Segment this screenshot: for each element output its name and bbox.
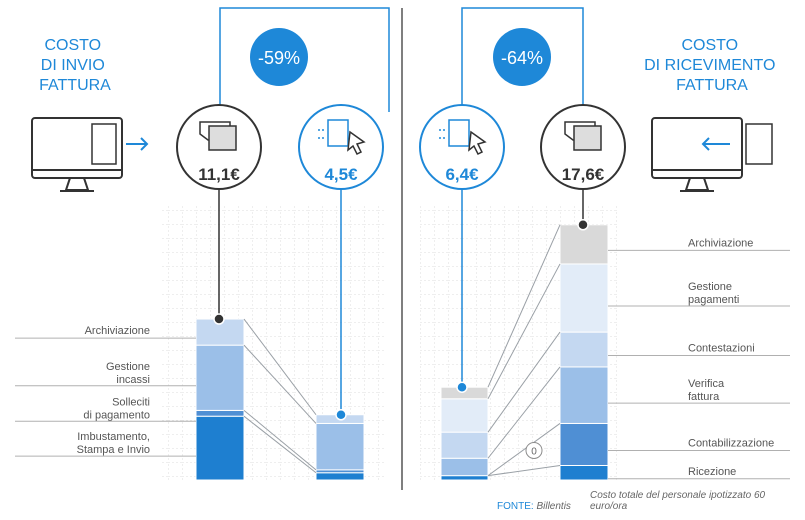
series-label-1-2: Verifica fattura bbox=[688, 378, 725, 403]
connector-line-1-4 bbox=[487, 263, 561, 400]
series-label-1-5: Archiviazione bbox=[688, 237, 753, 249]
right-title-line-2: DI RICEVIMENTO bbox=[644, 57, 775, 74]
left-paper-cost-label: 11,1€ bbox=[198, 165, 240, 184]
bar-segment-1-1-0 bbox=[559, 465, 609, 481]
digital-document-cursor-icon bbox=[439, 119, 487, 156]
left-paper-cost-circle: 11,1€ bbox=[176, 104, 262, 190]
left-reduction-label: -59% bbox=[258, 48, 300, 68]
connector-line-0-3 bbox=[243, 318, 317, 416]
series-label-1-1: Contabilizzazione bbox=[688, 437, 774, 449]
bar-segment-1-1-1 bbox=[559, 422, 609, 467]
right-bracket bbox=[461, 7, 584, 112]
bar-segment-1-1-3 bbox=[559, 331, 609, 368]
series-label-line-0-1-1: di pagamento bbox=[83, 409, 150, 421]
series-label-1-0: Ricezione bbox=[688, 466, 736, 478]
series-label-line-1-1-0: Contabilizzazione bbox=[688, 437, 774, 449]
paper-envelope-icon bbox=[199, 121, 237, 151]
series-label-1-3: Contestazioni bbox=[688, 343, 755, 355]
footer-source-label: FONTE: bbox=[497, 501, 534, 512]
monitor-receive-icon bbox=[651, 117, 773, 192]
bar-segment-1-0-2 bbox=[440, 457, 489, 477]
series-label-line-0-1-0: Solleciti bbox=[112, 396, 150, 408]
right-reduction-label: -64% bbox=[501, 48, 543, 68]
bar-segment-0-0-1 bbox=[195, 409, 245, 417]
series-label-line-0-3-0: Archiviazione bbox=[85, 325, 150, 337]
left-digital-cost-circle: 4,5€ bbox=[298, 104, 384, 190]
zero-marker-circle bbox=[525, 441, 543, 459]
right-reduction-badge bbox=[493, 28, 551, 86]
bar-top-dot-1-1 bbox=[577, 219, 589, 231]
bar-top-dot-0-0 bbox=[213, 313, 225, 325]
footer-source-name: Billentis bbox=[536, 501, 571, 512]
footer-source: FONTE: Billentis bbox=[497, 501, 571, 512]
left-digital-cost-label: 4,5€ bbox=[324, 165, 358, 184]
series-label-0-0: Imbustamento, Stampa e Invio bbox=[77, 431, 150, 456]
left-title-line-3: FATTURA bbox=[39, 77, 111, 94]
series-label-line-1-2-0: Verifica bbox=[688, 378, 725, 390]
right-paper-cost-label: 17,6€ bbox=[562, 165, 605, 184]
series-label-line-0-0-1: Stampa e Invio bbox=[77, 444, 150, 456]
bar-top-dot-0-1 bbox=[335, 409, 347, 421]
connector-line-1-3 bbox=[487, 331, 561, 433]
series-label-1-4: Gestione pagamenti bbox=[688, 281, 739, 306]
bar-top-dot-1-0 bbox=[456, 381, 468, 393]
series-label-line-1-4-1: pagamenti bbox=[688, 294, 739, 306]
series-label-line-1-0-0: Ricezione bbox=[688, 466, 736, 478]
right-title: COSTO DI RICEVIMENTO FATTURA bbox=[644, 37, 780, 94]
zero-marker-1: 0 bbox=[525, 441, 543, 459]
bar-segment-0-1-2 bbox=[315, 422, 365, 471]
connector-line-0-2 bbox=[243, 344, 317, 424]
right-title-line-1: COSTO bbox=[681, 37, 738, 54]
bar-segment-0-1-0 bbox=[315, 472, 365, 481]
bar-segment-0-0-2 bbox=[195, 344, 245, 411]
bar-segment-1-1-4 bbox=[559, 263, 609, 333]
right-digital-cost-circle: 6,4€ bbox=[419, 104, 505, 190]
series-label-line-1-5-0: Archiviazione bbox=[688, 237, 753, 249]
right-digital-cost-label: 6,4€ bbox=[445, 165, 479, 184]
connector-line-1-0 bbox=[487, 465, 561, 477]
right-title-line-3: FATTURA bbox=[676, 77, 748, 94]
bar-segment-1-0-4 bbox=[440, 398, 489, 433]
monitor-send-icon bbox=[31, 117, 149, 192]
right-paper-cost-circle: 17,6€ bbox=[540, 104, 626, 190]
bar-segment-1-0-0 bbox=[440, 475, 489, 481]
connector-line-0-0 bbox=[243, 415, 317, 474]
stacked-bars-layer: Imbustamento, Stampa e Invio Solleciti di p… bbox=[15, 189, 790, 481]
series-label-line-0-0-0: Imbustamento, bbox=[77, 431, 150, 443]
series-label-line-1-3-0: Contestazioni bbox=[688, 343, 755, 355]
series-label-0-3: Archiviazione bbox=[85, 325, 150, 337]
bar-segment-1-1-2 bbox=[559, 366, 609, 424]
series-label-line-0-2-1: incassi bbox=[116, 374, 150, 386]
connector-line-1-5 bbox=[487, 224, 561, 388]
series-label-line-1-4-0: Gestione bbox=[688, 281, 732, 293]
left-reduction-badge bbox=[250, 28, 308, 86]
paper-envelope-icon bbox=[564, 121, 602, 151]
left-title-line-1: COSTO bbox=[44, 37, 101, 54]
left-title: COSTO DI INVIO FATTURA bbox=[39, 37, 111, 94]
bar-segment-1-1-5 bbox=[559, 224, 609, 265]
zero-marker-label: 0 bbox=[531, 446, 537, 457]
series-label-line-0-2-0: Gestione bbox=[106, 361, 150, 373]
left-bracket bbox=[219, 7, 390, 112]
connector-line-1-2 bbox=[487, 366, 561, 459]
bar-segment-1-0-3 bbox=[440, 431, 489, 459]
digital-document-cursor-icon bbox=[318, 119, 366, 156]
bar-segment-0-0-0 bbox=[195, 415, 245, 481]
left-title-line-2: DI INVIO bbox=[41, 57, 105, 74]
footer-note: Costo totale del personale ipotizzato 60… bbox=[590, 490, 766, 512]
series-label-0-2: Gestione incassi bbox=[106, 361, 150, 386]
series-label-line-1-2-1: fattura bbox=[688, 391, 720, 403]
connector-line-0-1 bbox=[243, 410, 317, 471]
connector-line-1-1 bbox=[487, 423, 561, 477]
series-label-0-1: Solleciti di pagamento bbox=[83, 396, 150, 421]
